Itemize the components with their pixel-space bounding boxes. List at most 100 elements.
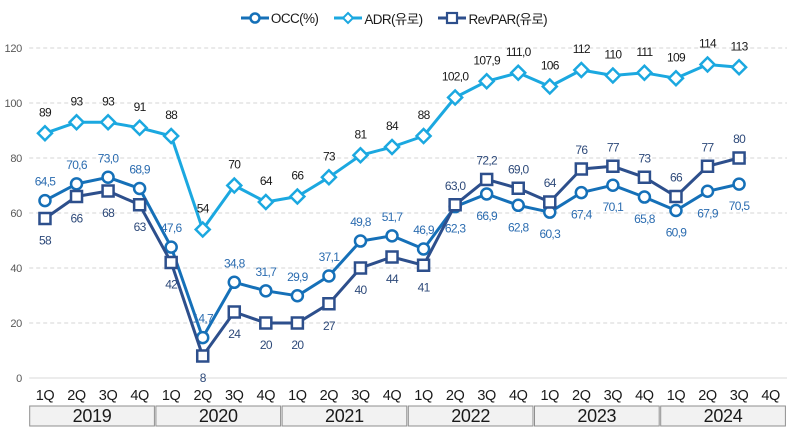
data-label-revpar: 27 [323, 319, 336, 333]
data-label-revpar: 41 [418, 280, 431, 294]
data-point-circle [669, 203, 683, 218]
y-axis-tick-labels: 0 20 40 60 80 100 120 [5, 43, 23, 385]
legend-label-occ: OCC(%) [270, 10, 319, 26]
data-label-adr: 102,0 [442, 70, 470, 84]
data-point-diamond [604, 66, 622, 85]
data-label-revpar: 40 [354, 283, 367, 297]
data-point-square [290, 316, 305, 330]
x-tick-label-quarter: 2Q [698, 388, 717, 404]
data-point-square [479, 172, 494, 187]
data-point-square [543, 195, 557, 209]
data-point-square [669, 189, 683, 204]
data-label-adr: 113 [731, 39, 749, 53]
data-point-square [416, 258, 431, 272]
data-label-revpar: 68 [102, 206, 115, 220]
data-label-revpar: 63,0 [445, 179, 467, 193]
y-tick-label: 80 [10, 153, 22, 165]
data-label-revpar: 20 [291, 338, 304, 352]
data-point-square [637, 170, 652, 184]
data-label-adr: 107,9 [473, 53, 501, 67]
data-label-adr: 66 [291, 169, 304, 183]
data-label-adr: 112 [573, 42, 591, 56]
x-tick-label-quarter: 3Q [225, 388, 244, 404]
data-point-diamond [67, 113, 86, 132]
data-label-occ: 66,9 [476, 209, 498, 223]
data-label-occ: 62,3 [445, 222, 467, 236]
data-label-occ: 60,9 [666, 226, 688, 240]
data-point-diamond [36, 124, 54, 143]
data-point-diamond [414, 127, 433, 145]
data-point-circle [479, 187, 494, 201]
data-point-square [606, 159, 620, 173]
data-point-square [227, 305, 242, 319]
data-label-adr: 88 [418, 108, 431, 122]
data-label-adr: 89 [39, 105, 52, 119]
data-point-circle [385, 229, 399, 243]
legend-item-adr[interactable]: ADR(유로) [334, 8, 423, 28]
data-point-diamond [99, 113, 117, 132]
square-marker-icon [438, 11, 467, 25]
x-tick-label-quarter: 3Q [604, 388, 623, 404]
data-label-adr: 73 [323, 149, 336, 163]
x-tick-label-quarter: 1Q [541, 388, 560, 404]
data-point-diamond [477, 72, 496, 91]
x-tick-label-quarter: 4Q [257, 388, 276, 404]
data-label-adr: 111 [636, 45, 653, 59]
x-tick-label-quarter: 1Q [162, 388, 181, 404]
y-tick-label: 20 [10, 318, 22, 330]
series-revpar [38, 151, 746, 363]
x-tick-label-quarter: 4Q [130, 388, 149, 404]
x-tick-label-quarter: 1Q [36, 388, 55, 404]
y-tick-label: 100 [5, 98, 23, 110]
data-label-adr: 109 [667, 50, 686, 64]
data-point-diamond [698, 55, 717, 74]
x-axis: 1Q 2Q 3Q 4Q 2019 1Q 2Q 3Q 4Q 2020 1Q 2Q 3Q 4Q 2021 1Q 2Q… [29, 388, 786, 427]
data-label-occ: 68,9 [129, 163, 151, 177]
data-point-circle [353, 234, 368, 248]
x-tick-label-quarter: 2Q [572, 388, 591, 404]
data-point-diamond [130, 118, 149, 137]
data-label-adr: 91 [134, 100, 147, 114]
data-label-occ: 34,8 [224, 256, 246, 270]
data-label-occ: 47,6 [161, 221, 183, 235]
year-group-box [534, 405, 660, 427]
x-tick-label-year: 2019 [73, 406, 112, 426]
data-label-revpar: 77 [607, 140, 620, 154]
data-point-diamond [730, 58, 748, 77]
x-tick-label-year: 2023 [577, 406, 616, 426]
data-label-revpar: 58 [39, 234, 52, 248]
x-tick-label-quarter: 3Q [730, 388, 749, 404]
x-tick-label-quarter: 3Q [99, 388, 118, 404]
x-tick-label-quarter: 4Q [761, 388, 780, 404]
data-label-revpar: 42 [165, 278, 178, 292]
data-label-revpar: 69,0 [508, 162, 530, 176]
data-point-diamond [162, 127, 180, 145]
data-point-circle [259, 284, 273, 298]
data-point-circle [416, 242, 431, 256]
data-point-diamond [288, 187, 307, 206]
legend-item-occ[interactable]: OCC(%) [240, 8, 319, 28]
series-layer [36, 55, 748, 363]
year-group-box [155, 405, 282, 427]
data-label-occ: 37,1 [319, 250, 341, 264]
data-label-revpar: 63 [134, 220, 147, 234]
data-label-revpar: 8 [200, 371, 207, 385]
data-point-circle [227, 275, 242, 290]
data-point-circle [132, 181, 147, 196]
data-label-occ: 29,9 [287, 270, 309, 284]
data-point-diamond [320, 168, 338, 187]
data-label-revpar: 72,2 [476, 153, 498, 167]
data-point-circle [574, 185, 589, 200]
y-tick-label: 120 [5, 43, 23, 55]
x-tick-label-quarter: 1Q [667, 388, 686, 404]
x-tick-label-quarter: 4Q [509, 388, 528, 404]
chart-legend: OCC(%) ADR(유로) RevPAR(유로) [0, 8, 788, 28]
data-label-occ: 64,5 [35, 175, 57, 189]
legend-item-revpar[interactable]: RevPAR(유로) [438, 8, 548, 28]
data-label-revpar: 44 [386, 272, 399, 286]
data-point-circle [69, 177, 84, 191]
x-tick-label-quarter: 4Q [635, 388, 654, 404]
data-point-square [448, 198, 462, 212]
x-tick-label-quarter: 3Q [477, 388, 496, 404]
